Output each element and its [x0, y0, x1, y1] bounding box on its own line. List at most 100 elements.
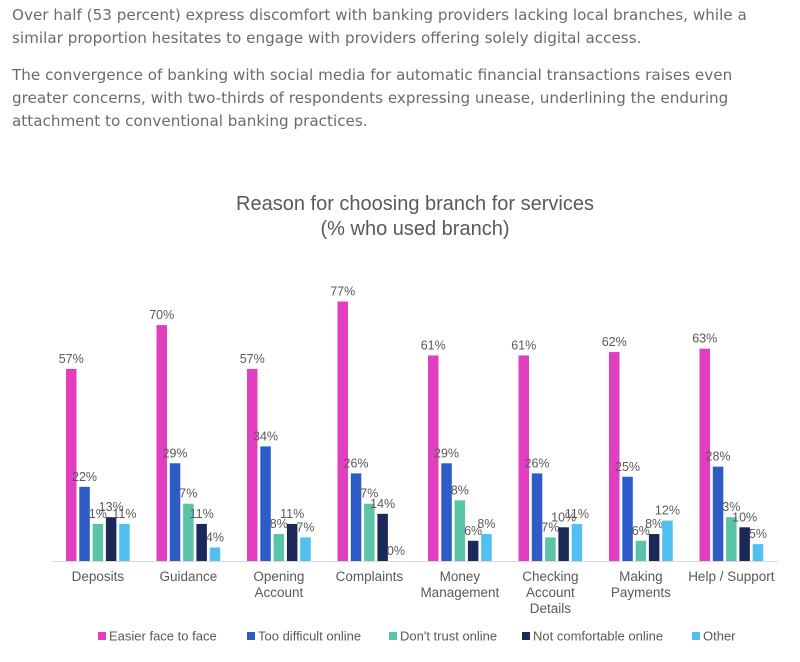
bar-2-3 — [260, 446, 271, 561]
data-label-5-1: 11% — [112, 507, 136, 521]
legend-swatch-3 — [389, 632, 397, 640]
data-label-4-5: 6% — [464, 524, 482, 538]
x-tick-label-2: Guidance — [159, 569, 217, 584]
legend-item-5: Other — [692, 629, 736, 644]
bar-4-5 — [467, 540, 479, 561]
data-label-2-4: 26% — [344, 456, 369, 470]
legend-label-5: Other — [703, 629, 736, 644]
data-label-3-3: 8% — [270, 517, 288, 531]
bar-2-1 — [79, 486, 90, 561]
article-paragraph-2: The convergence of banking with social m… — [12, 66, 733, 130]
bar-3-4 — [364, 503, 375, 561]
bar-3-5 — [454, 500, 466, 561]
data-label-4-1: 13% — [99, 500, 124, 514]
legend-swatch-1 — [98, 632, 106, 640]
article-paragraph-1: Over half (53 percent) express discomfor… — [12, 6, 747, 47]
x-tick-label-6: Checking Account Details — [522, 569, 578, 616]
x-tick-label-8: Help / Support — [688, 569, 775, 584]
bar-4-7 — [648, 534, 660, 561]
bar-4-4 — [377, 513, 388, 561]
data-label-1-7: 62% — [602, 335, 627, 349]
legend-label-4: Not comfortable online — [533, 629, 663, 644]
data-label-4-4: 14% — [370, 497, 395, 511]
data-label-1-1: 57% — [59, 352, 84, 366]
chart-title: Reason for choosing branch for services — [236, 193, 594, 215]
bar-1-5 — [428, 355, 439, 561]
data-label-1-3: 57% — [240, 352, 265, 366]
bar-1-4 — [337, 301, 348, 561]
legend-label-2: Too difficult online — [258, 629, 361, 644]
data-label-3-4: 7% — [360, 487, 378, 501]
bar-4-6 — [558, 527, 569, 561]
x-tick-label-4: Complaints — [336, 569, 404, 584]
data-label-5-6: 11% — [565, 507, 589, 521]
data-label-2-7: 25% — [615, 460, 640, 474]
bar-2-4 — [350, 473, 362, 561]
bar-4-1 — [105, 517, 117, 561]
data-label-4-8: 10% — [732, 510, 757, 524]
data-label-2-5: 29% — [434, 446, 459, 460]
legend-item-4: Not comfortable online — [522, 629, 663, 644]
legend-item-3: Don't trust online — [389, 629, 497, 644]
legend-label-3: Don't trust online — [400, 629, 497, 644]
bar-2-5 — [441, 463, 452, 561]
data-label-4-2: 11% — [190, 507, 214, 521]
bar-chart: Reason for choosing branch for services … — [52, 193, 778, 644]
data-label-2-2: 29% — [163, 446, 188, 460]
bar-2-6 — [531, 473, 543, 561]
x-tick-label-1: Deposits — [72, 569, 125, 584]
data-label-3-1: 1% — [89, 507, 107, 521]
data-label-2-1: 22% — [72, 470, 97, 484]
data-label-1-4: 77% — [330, 285, 355, 299]
bar-2-8 — [712, 466, 724, 561]
bar-1-2 — [156, 325, 167, 561]
data-label-5-3: 7% — [296, 520, 314, 534]
data-label-1-5: 61% — [421, 338, 446, 352]
bar-5-1 — [119, 523, 130, 561]
plot-area: 57%22%1%13%11%70%29%7%11%4%57%34%8%11%7%… — [59, 285, 767, 561]
data-label-4-6: 10% — [551, 510, 576, 524]
legend: Easier face to face Too difficult online D… — [98, 629, 736, 644]
data-label-1-6: 61% — [511, 338, 536, 352]
bar-5-7 — [662, 520, 673, 561]
bar-4-3 — [286, 523, 298, 561]
data-label-4-3: 11% — [280, 507, 304, 521]
bar-2-7 — [622, 476, 633, 561]
bar-5-5 — [481, 534, 492, 561]
data-label-2-3: 34% — [253, 429, 278, 443]
data-label-1-8: 63% — [692, 332, 717, 346]
legend-item-2: Too difficult online — [247, 629, 361, 644]
x-tick-label-7: Making Payments — [611, 569, 671, 600]
data-label-1-2: 70% — [149, 308, 174, 322]
x-tick-label-5: Money Management — [420, 569, 499, 600]
data-label-3-2: 7% — [179, 487, 197, 501]
bar-3-3 — [273, 534, 285, 561]
bar-1-1 — [66, 368, 77, 561]
bar-4-2 — [196, 523, 207, 561]
data-label-5-2: 4% — [206, 531, 224, 545]
bar-5-2 — [209, 547, 221, 561]
bar-3-1 — [92, 523, 104, 561]
chart-subtitle: (% who used branch) — [321, 218, 510, 240]
bar-5-6 — [571, 523, 583, 561]
legend-label-1: Easier face to face — [109, 629, 217, 644]
x-axis-tick-labels: Deposits Guidance Opening Account Complaints… — [72, 569, 775, 616]
data-label-3-7: 6% — [632, 524, 650, 538]
data-label-3-5: 8% — [451, 483, 469, 497]
data-label-3-8: 3% — [722, 500, 740, 514]
data-label-3-6: 7% — [541, 520, 559, 534]
data-label-5-5: 8% — [477, 517, 495, 531]
bar-5-8 — [752, 544, 764, 561]
bar-5-3 — [300, 537, 311, 561]
data-label-2-6: 26% — [525, 456, 550, 470]
bar-1-3 — [247, 368, 258, 561]
data-label-2-8: 28% — [706, 450, 731, 464]
data-label-5-8: 5% — [749, 527, 767, 541]
bar-1-7 — [609, 352, 620, 561]
bar-3-7 — [635, 540, 647, 561]
bar-3-8 — [726, 517, 737, 561]
legend-swatch-2 — [247, 632, 255, 640]
bar-3-2 — [183, 503, 194, 561]
data-label-4-7: 8% — [645, 517, 663, 531]
bar-1-6 — [518, 355, 529, 561]
